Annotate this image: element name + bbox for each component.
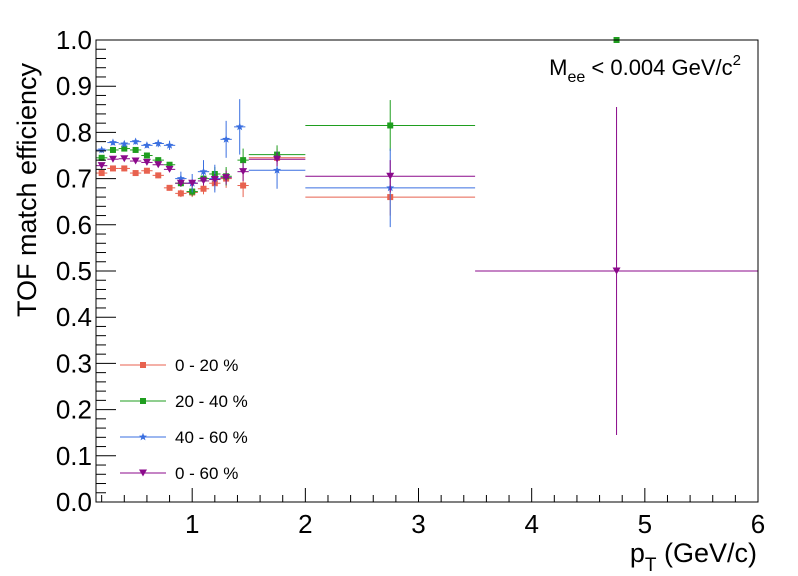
annotation-sub: ee — [567, 69, 585, 86]
y-tick-label: 0.5 — [56, 256, 92, 286]
data-point — [109, 146, 116, 153]
y-tick-label: 0.4 — [56, 302, 92, 332]
annotation-sup: 2 — [733, 52, 741, 69]
data-point — [176, 179, 185, 187]
legend-marker — [140, 362, 146, 368]
annotation-main: M — [549, 55, 567, 80]
data-point — [121, 165, 128, 172]
legend-marker — [140, 398, 146, 404]
data-point — [143, 152, 150, 159]
data-point — [132, 146, 139, 153]
x-axis-title-sub: T — [645, 555, 657, 576]
data-point — [120, 155, 129, 163]
data-point — [177, 190, 184, 197]
data-point — [155, 172, 162, 179]
data-point — [387, 122, 394, 129]
legend-label: 20 - 40 % — [175, 392, 248, 411]
x-tick-label: 1 — [185, 509, 199, 539]
series-3 — [96, 106, 758, 436]
data-point — [155, 157, 162, 164]
data-layer — [96, 37, 758, 436]
x-tick-label: 3 — [411, 509, 425, 539]
y-tick-label: 0.1 — [56, 441, 92, 471]
legend: 0 - 20 % 20 - 40 % 40 - 60 % 0 - 60 % — [120, 356, 248, 483]
data-point — [142, 158, 151, 166]
data-point — [165, 141, 174, 149]
data-point — [97, 162, 106, 170]
y-tick-label: 0.3 — [56, 348, 92, 378]
data-point — [109, 165, 116, 172]
x-tick-label: 6 — [751, 509, 765, 539]
y-tick-label: 1.0 — [56, 25, 92, 55]
data-point — [98, 170, 105, 177]
data-point — [199, 177, 208, 185]
axis-layer: 0.0 0.1 0.2 0.3 0.4 0.5 0.6 0.7 0.8 0.9 1.0 1 2 3 4 5 6 — [56, 25, 765, 539]
data-point — [240, 182, 247, 189]
legend-marker — [139, 432, 147, 441]
legend-item: 40 - 60 % — [120, 428, 248, 447]
legend-label: 40 - 60 % — [175, 428, 248, 447]
y-tick-label: 0.7 — [56, 164, 92, 194]
data-point — [131, 137, 140, 146]
y-tick-label: 0.9 — [56, 71, 92, 101]
data-point — [142, 141, 151, 149]
data-point — [188, 179, 197, 187]
data-point — [210, 176, 219, 184]
data-point — [273, 166, 282, 174]
x-axis-title-rest: (GeV/c) — [656, 538, 757, 568]
mass-cut-annotation: Mee < 0.004 GeV/c2 — [549, 52, 741, 86]
data-point — [154, 161, 163, 169]
y-tick-label: 0.8 — [56, 117, 92, 147]
data-point — [108, 155, 117, 163]
data-point — [166, 184, 173, 191]
x-tick-label: 2 — [298, 509, 312, 539]
data-point — [108, 138, 117, 146]
x-axis-title-main: p — [630, 538, 645, 568]
x-tick-label: 4 — [524, 509, 538, 539]
data-point — [239, 168, 248, 176]
legend-label: 0 - 20 % — [175, 356, 238, 375]
x-axis-title: pT (GeV/c) — [630, 538, 757, 576]
legend-label: 0 - 60 % — [175, 464, 238, 483]
data-point — [131, 157, 140, 165]
data-point — [98, 154, 105, 161]
data-point — [273, 155, 282, 163]
data-point — [132, 170, 139, 177]
annotation-rest: < 0.004 GeV/c — [585, 55, 732, 80]
y-tick-label: 0.6 — [56, 210, 92, 240]
data-point — [165, 165, 174, 173]
data-point — [97, 145, 106, 154]
data-point — [143, 167, 150, 174]
y-axis-title: TOF match efficiency — [12, 62, 42, 317]
legend-item: 20 - 40 % — [120, 392, 248, 411]
data-point — [176, 174, 185, 182]
data-point — [240, 157, 247, 164]
data-point — [121, 145, 128, 152]
data-point — [200, 185, 207, 192]
y-tick-label: 0.0 — [56, 487, 92, 517]
data-point — [222, 174, 231, 182]
data-point — [386, 172, 395, 180]
data-point — [235, 122, 244, 131]
x-tick-label: 5 — [638, 509, 652, 539]
data-point — [222, 135, 231, 143]
legend-marker — [139, 469, 147, 477]
legend-item: 0 - 20 % — [120, 356, 238, 375]
legend-item: 0 - 60 % — [120, 464, 238, 483]
data-point — [120, 139, 129, 148]
data-point — [199, 167, 208, 176]
y-tick-label: 0.2 — [56, 395, 92, 425]
data-point — [154, 139, 163, 147]
data-point — [612, 267, 621, 275]
data-point — [166, 161, 173, 168]
